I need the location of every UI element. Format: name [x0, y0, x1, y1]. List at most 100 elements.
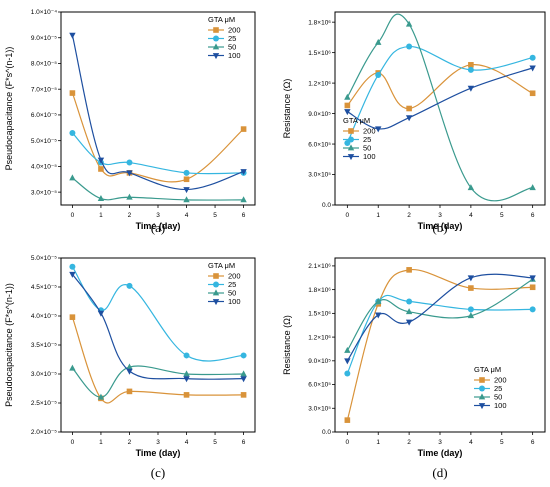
y-tick-label: 3.0×10⁻⁵ [31, 371, 57, 378]
legend-marker [213, 35, 219, 42]
x-tick-label: 5 [500, 439, 504, 446]
data-point-25 [69, 263, 76, 270]
x-tick-label: 4 [185, 212, 189, 219]
legend-label: 25 [228, 34, 236, 43]
y-tick-label: 1.2×10⁶ [308, 80, 331, 87]
data-point-200 [468, 62, 474, 68]
data-point-100 [97, 310, 105, 317]
y-tick-label: 8.0×10⁻⁵ [31, 61, 57, 68]
y-tick-label: 3.0×10⁵ [308, 405, 331, 412]
y-tick-label: 4.0×10⁻⁵ [31, 313, 57, 320]
legend-label: 200 [494, 376, 507, 385]
panel-caption: (c) [151, 465, 165, 480]
legend-marker [212, 299, 220, 306]
data-point-25 [375, 71, 382, 78]
data-point-200 [406, 105, 412, 112]
x-tick-label: 6 [242, 212, 246, 219]
data-point-50 [126, 193, 133, 200]
legend-label: 200 [228, 272, 241, 281]
x-tick-label: 6 [531, 439, 535, 446]
x-tick-label: 3 [156, 212, 160, 219]
legend-label: 200 [228, 26, 241, 35]
legend-marker [347, 154, 355, 161]
data-point-25 [467, 306, 474, 313]
chart-panel-a: 0 1 2 3 4 5 6 3.0×10⁻⁵ 4.0×10⁻⁵ 5.0×10⁻⁵ 6.0×10⁻⁵ 7… [4, 9, 256, 235]
x-tick-label: 1 [99, 212, 103, 219]
y-tick-label: 6.0×10⁵ [308, 382, 331, 389]
data-point-200 [240, 392, 247, 398]
data-point-25 [344, 370, 351, 377]
x-tick-label: 2 [128, 439, 132, 446]
data-point-100 [240, 169, 247, 176]
y-tick-label: 1.8×10⁶ [308, 19, 331, 26]
data-point-200 [344, 417, 351, 423]
y-tick-label: 5.0×10⁻⁵ [31, 255, 57, 262]
data-point-200 [98, 166, 104, 172]
y-tick-label: 6.0×10⁻⁵ [31, 112, 57, 119]
legend-marker [212, 43, 220, 50]
legend-label: 50 [228, 43, 236, 52]
y-tick-label: 9.0×10⁻⁵ [31, 35, 57, 42]
x-tick-label: 0 [71, 439, 75, 446]
legend-marker [479, 385, 485, 392]
data-point-200 [126, 388, 133, 395]
legend-marker [213, 273, 219, 279]
chart-panel-c: 0 1 2 3 4 5 6 2.0×10⁻⁵ 2.5×10⁻⁵ 3.0×10⁻⁵ 3.5×10⁻⁵ 4… [4, 255, 256, 480]
legend-marker [347, 144, 355, 151]
x-tick-label: 1 [376, 439, 380, 446]
legend-label: 50 [363, 144, 371, 153]
y-tick-label: 4.0×10⁻⁵ [31, 164, 57, 171]
legend-label: 50 [494, 393, 502, 402]
data-point-200 [69, 314, 76, 320]
x-tick-label: 4 [469, 439, 473, 446]
series-line-25 [71, 266, 244, 362]
legend-title: GTA μM [208, 15, 235, 24]
data-point-50 [467, 312, 475, 319]
x-axis-label: Time (day) [418, 221, 463, 231]
panel-caption: (a) [151, 220, 165, 235]
data-point-25 [126, 159, 133, 166]
x-axis-label: Time (day) [418, 448, 463, 458]
x-tick-label: 2 [407, 439, 411, 446]
x-tick-label: 4 [469, 212, 473, 219]
data-point-200 [468, 285, 474, 291]
data-point-50 [126, 363, 133, 370]
y-tick-label: 7.0×10⁻⁵ [31, 86, 57, 93]
data-point-100 [344, 109, 351, 116]
x-tick-label: 2 [407, 212, 411, 219]
y-tick-label: 3.0×10⁵ [308, 172, 331, 179]
y-tick-label: 3.0×10⁻⁵ [31, 189, 57, 196]
data-point-100 [183, 376, 190, 383]
series-line-100 [71, 273, 244, 380]
series-line-100 [71, 35, 244, 191]
data-point-100 [344, 358, 351, 365]
y-tick-label: 5.0×10⁻⁵ [31, 138, 57, 145]
legend-marker [479, 377, 485, 383]
x-tick-label: 0 [346, 439, 350, 446]
data-point-50 [405, 308, 413, 315]
data-point-100 [529, 65, 536, 72]
panel-caption: (b) [432, 220, 447, 235]
data-point-25 [529, 306, 536, 313]
data-point-100 [240, 376, 247, 383]
y-tick-label: 9.0×10⁵ [308, 358, 331, 365]
legend-title: GTA μM [343, 116, 370, 125]
data-point-100 [467, 85, 475, 92]
chart-panel-b: 0 1 2 3 4 5 6 0.0 3.0×10⁵ 6.0×10⁵ 9.0×10⁵ 1.2×10⁶ 1.… [282, 11, 546, 235]
legend-marker [348, 128, 354, 134]
data-point-50 [467, 184, 475, 191]
legend-label: 100 [228, 297, 241, 306]
x-tick-label: 5 [500, 212, 504, 219]
series-line-50 [346, 13, 533, 202]
data-point-100 [69, 32, 76, 39]
data-point-25 [529, 54, 536, 61]
x-tick-label: 2 [128, 212, 132, 219]
data-point-25 [467, 66, 474, 73]
data-point-50 [344, 346, 351, 353]
data-point-100 [375, 126, 382, 133]
data-point-50 [240, 196, 247, 203]
series-line-50 [346, 278, 533, 351]
data-point-100 [183, 187, 190, 194]
